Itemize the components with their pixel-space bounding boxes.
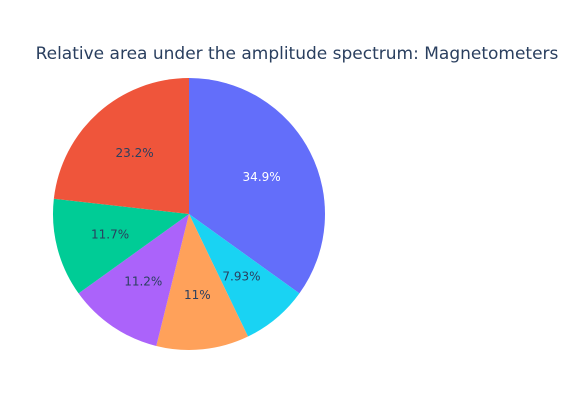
- pie-slice-label-3: 11%: [184, 288, 211, 302]
- pie-slice-4[interactable]: [78, 214, 189, 346]
- pie-slice-labels: 34.9% 7.93% 11% 11.2% 11.7% 23.2%: [91, 146, 281, 302]
- pie-slice-label-2: 7.93%: [222, 270, 260, 284]
- chart-title: Relative area under the amplitude spectr…: [36, 44, 559, 64]
- pie-slice-1[interactable]: [189, 78, 325, 294]
- pie-slice-5[interactable]: [52, 198, 189, 294]
- pie-slice-2[interactable]: [189, 214, 300, 337]
- pie-slice-label-1: 34.9%: [243, 170, 281, 184]
- pie-slice-label-5: 11.7%: [91, 228, 129, 242]
- pie-slice-3[interactable]: [156, 214, 248, 350]
- pie-slice-6[interactable]: [53, 77, 189, 214]
- pie-slice-label-4: 11.2%: [124, 275, 162, 289]
- pie-slices: [52, 77, 325, 350]
- pie-slice-label-6: 23.2%: [116, 146, 154, 160]
